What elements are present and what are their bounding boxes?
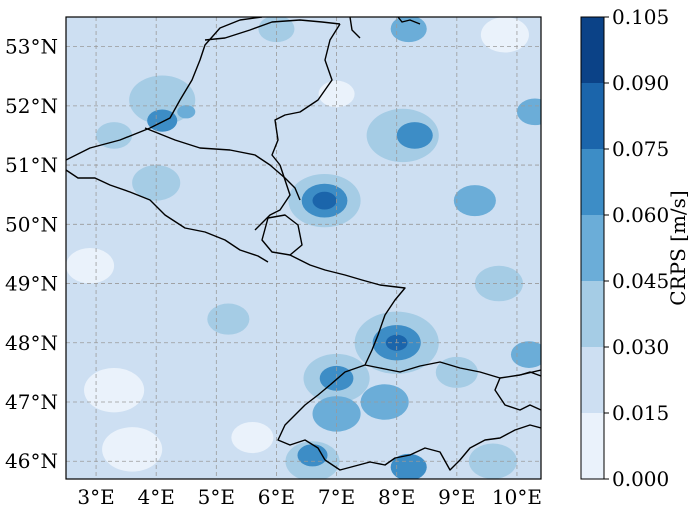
contour-patch [468, 443, 517, 479]
latitude-tick-labels: 46°N 47°N 48°N 49°N 50°N 51°N 52°N 53°N [5, 35, 58, 474]
contour-patch [207, 303, 250, 335]
longitude-tick-labels: 3°E 4°E 5°E 6°E 7°E 8°E 9°E 10°E [77, 485, 542, 509]
contour-patch [390, 453, 427, 479]
coastline-frisian [204, 19, 341, 41]
map-gridlines [66, 17, 541, 479]
border-germany-switzerland [364, 361, 541, 379]
colorbar-segment [581, 17, 604, 83]
crps-contours [66, 17, 541, 479]
colorbar-tick-label: 0.090 [612, 71, 669, 95]
country-borders [66, 17, 541, 471]
border-luxembourg [261, 214, 303, 256]
colorbar-segment [581, 215, 604, 281]
contour-patch [84, 367, 145, 413]
lon-tick-label: 8°E [378, 485, 415, 509]
contour-patch [480, 17, 529, 53]
coastline-north-sea [66, 17, 263, 161]
colorbar-tick-label: 0.000 [612, 467, 669, 491]
coastline-german-bight [349, 17, 421, 39]
border-belgium-france [66, 169, 269, 263]
contour-patch [453, 185, 496, 217]
lon-tick-label: 6°E [258, 485, 295, 509]
lat-tick-label: 50°N [5, 212, 58, 236]
colorbar-tick-label: 0.075 [612, 137, 669, 161]
lon-tick-label: 7°E [318, 485, 355, 509]
lon-tick-label: 9°E [438, 485, 475, 509]
contour-patch [510, 341, 541, 368]
colorbar-segment [581, 347, 604, 413]
colorbar-label: CRPS [m/s] [666, 190, 690, 305]
border-switzerland-austria [494, 377, 541, 411]
lon-tick-label: 5°E [198, 485, 235, 509]
contour-patch [312, 191, 337, 210]
contour-patch [474, 265, 523, 302]
lat-tick-label: 47°N [5, 390, 58, 414]
border-france-switzerland [277, 384, 331, 461]
map-area [66, 17, 541, 479]
contour-patch [516, 98, 541, 126]
contour-patch [96, 122, 133, 149]
lat-tick-label: 52°N [5, 94, 58, 118]
lon-tick-label: 10°E [492, 485, 542, 509]
contour-patch [312, 396, 361, 432]
colorbar-segment [581, 413, 604, 479]
contour-patch [231, 421, 274, 454]
contour-patch [66, 248, 115, 284]
lat-tick-label: 51°N [5, 153, 58, 177]
lon-tick-label: 4°E [138, 485, 175, 509]
contour-patch [102, 427, 163, 472]
colorbar-tick-label: 0.045 [612, 269, 669, 293]
border-switzerland-italy [324, 424, 541, 471]
colorbar-frame [580, 16, 605, 480]
border-netherlands-germany [271, 23, 341, 166]
contour-patch [396, 122, 433, 149]
contour-patch [390, 17, 427, 43]
colorbar-segment [581, 281, 604, 347]
colorbar: 0.000 0.015 0.030 0.045 0.060 0.075 0.090 0.105 [580, 5, 669, 491]
border-belgium-netherlands [144, 127, 301, 201]
lat-tick-label: 46°N [5, 449, 58, 473]
border-austria-germany [519, 371, 541, 377]
lon-tick-label: 3°E [77, 485, 114, 509]
map-frame [65, 16, 542, 480]
colorbar-tick-label: 0.060 [612, 203, 669, 227]
colorbar-tick-label: 0.105 [612, 5, 669, 29]
colorbar-segment [581, 83, 604, 149]
colorbar-segment [581, 149, 604, 215]
border-belgium-germany [254, 164, 291, 231]
border-france-germany [289, 254, 406, 386]
lat-tick-label: 48°N [5, 331, 58, 355]
colorbar-tick-label: 0.030 [612, 335, 669, 359]
colorbar-tick-label: 0.015 [612, 401, 669, 425]
contour-patch [177, 105, 196, 119]
contour-patch [132, 165, 181, 201]
lat-tick-label: 53°N [5, 35, 58, 59]
lat-tick-label: 49°N [5, 272, 58, 296]
